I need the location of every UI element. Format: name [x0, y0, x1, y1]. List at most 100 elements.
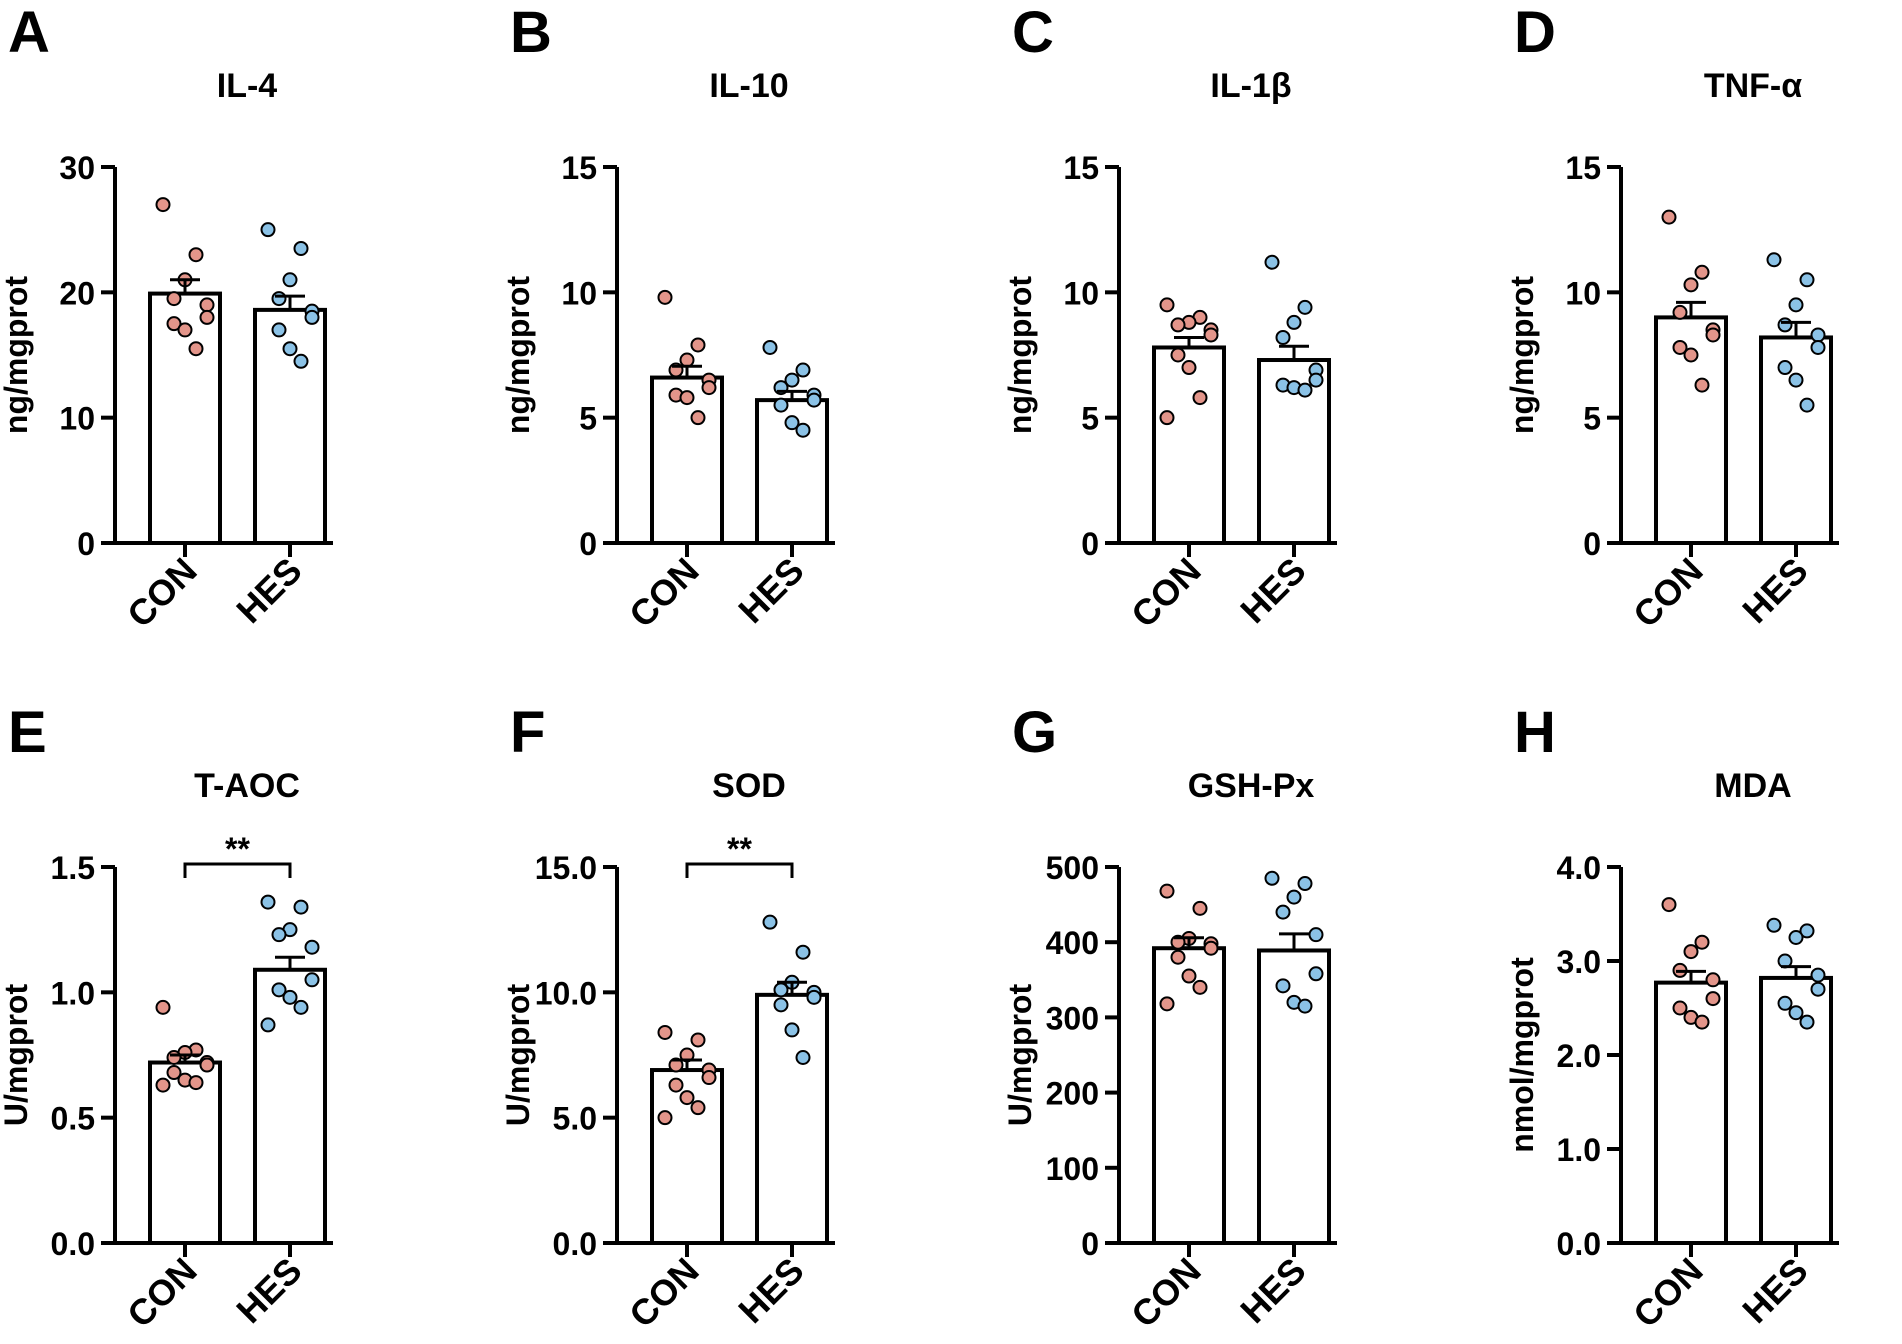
- data-point-hes: [293, 899, 309, 915]
- data-point-hes: [784, 372, 800, 388]
- significance-label: **: [225, 831, 250, 867]
- data-point-con: [1672, 339, 1688, 355]
- data-point-con: [1683, 944, 1699, 960]
- bar-con: [1152, 345, 1226, 546]
- data-point-con: [155, 197, 171, 213]
- data-point-con: [1170, 949, 1186, 965]
- y-tick-label: 500: [1046, 850, 1099, 886]
- x-tick-label: HES: [228, 550, 309, 631]
- panel-c: C IL-1β ng/mgprot 0 5 10 15 CON HES: [1002, 0, 1337, 635]
- y-tick-label: 0: [579, 526, 597, 562]
- data-point-hes: [1286, 314, 1302, 330]
- data-point-con: [679, 1090, 695, 1106]
- y-axis-label: ng/mgprot: [1504, 276, 1540, 435]
- data-point-hes: [1297, 998, 1313, 1014]
- data-point-hes: [304, 939, 320, 955]
- panel-letter: G: [1012, 700, 1057, 765]
- data-point-con: [1192, 390, 1208, 406]
- data-point-con: [701, 1070, 717, 1086]
- panel-letter: C: [1012, 0, 1054, 65]
- data-point-con: [1181, 968, 1197, 984]
- data-point-hes: [1799, 272, 1815, 288]
- data-point-con: [1694, 264, 1710, 280]
- y-tick-label: 1.0: [51, 975, 95, 1011]
- data-point-hes: [1275, 978, 1291, 994]
- data-point-hes: [773, 982, 789, 998]
- y-tick-label: 5: [1583, 401, 1601, 437]
- panel-h: H MDA nmol/mgprot 0.0 1.0 2.0 3.0 4.0 CON HES: [1504, 700, 1839, 1335]
- y-axis-label: U/mgprot: [500, 984, 536, 1127]
- data-point-con: [199, 297, 215, 313]
- data-point-con: [1672, 304, 1688, 320]
- x-tick-label: CON: [119, 550, 205, 636]
- y-tick-label: 20: [59, 275, 95, 311]
- y-tick-label: 0: [1583, 526, 1601, 562]
- chart-title: IL-4: [217, 67, 278, 105]
- data-point-hes: [1799, 923, 1815, 939]
- x-tick-label: HES: [1734, 1250, 1815, 1331]
- y-tick-label: 200: [1046, 1076, 1099, 1112]
- data-point-hes: [1275, 329, 1291, 345]
- data-point-con: [166, 316, 182, 332]
- y-tick-label: 5.0: [553, 1101, 597, 1137]
- y-tick-label: 10.0: [535, 975, 597, 1011]
- data-point-con: [1694, 377, 1710, 393]
- panel-letter: B: [510, 0, 552, 65]
- y-tick-label: 10: [59, 401, 95, 437]
- data-point-con: [701, 380, 717, 396]
- chart-title: MDA: [1714, 767, 1791, 805]
- data-point-hes: [1777, 995, 1793, 1011]
- data-point-con: [188, 1075, 204, 1091]
- y-tick-label: 0: [1081, 1226, 1099, 1262]
- data-point-hes: [762, 914, 778, 930]
- y-tick-label: 0: [1081, 526, 1099, 562]
- chart-title: T-AOC: [194, 767, 300, 805]
- data-point-hes: [260, 894, 276, 910]
- y-axis-label: ng/mgprot: [0, 276, 34, 435]
- x-tick-label: CON: [1625, 1250, 1711, 1336]
- x-tick-label: HES: [730, 550, 811, 631]
- data-point-hes: [1810, 339, 1826, 355]
- data-point-con: [155, 999, 171, 1015]
- data-point-hes: [293, 999, 309, 1015]
- data-point-hes: [1810, 981, 1826, 997]
- data-point-hes: [1275, 904, 1291, 920]
- data-point-hes: [773, 997, 789, 1013]
- y-axis-label: nmol/mgprot: [1504, 957, 1540, 1153]
- x-tick-label: HES: [1232, 550, 1313, 631]
- data-point-hes: [260, 1017, 276, 1033]
- y-tick-label: 3.0: [1557, 944, 1601, 980]
- bar-con: [1654, 980, 1728, 1245]
- y-tick-label: 400: [1046, 925, 1099, 961]
- data-point-hes: [1788, 297, 1804, 313]
- data-point-con: [1159, 410, 1175, 426]
- data-point-hes: [282, 989, 298, 1005]
- x-tick-label: CON: [1123, 1250, 1209, 1336]
- data-point-hes: [293, 240, 309, 256]
- data-point-con: [679, 390, 695, 406]
- data-point-hes: [1264, 254, 1280, 270]
- data-point-con: [657, 289, 673, 305]
- data-point-hes: [1810, 967, 1826, 983]
- panel-g: G GSH-Px U/mgprot 0 100 200 300 400 500 CON HES: [1002, 700, 1337, 1335]
- y-axis-label: ng/mgprot: [500, 276, 536, 435]
- data-point-hes: [1777, 317, 1793, 333]
- y-tick-label: 15: [1063, 150, 1099, 186]
- panel-b: B IL-10 ng/mgprot 0 5 10 15 CON HES: [500, 0, 835, 635]
- y-tick-label: 100: [1046, 1151, 1099, 1187]
- data-point-hes: [784, 415, 800, 431]
- data-point-con: [679, 352, 695, 368]
- data-point-con: [1203, 940, 1219, 956]
- y-tick-label: 2.0: [1557, 1038, 1601, 1074]
- data-point-con: [690, 410, 706, 426]
- data-point-hes: [304, 309, 320, 325]
- data-point-con: [1705, 972, 1721, 988]
- data-point-con: [690, 1100, 706, 1116]
- bar-con: [1152, 946, 1226, 1245]
- y-tick-label: 10: [1063, 275, 1099, 311]
- data-point-hes: [795, 944, 811, 960]
- data-point-hes: [1308, 966, 1324, 982]
- data-point-con: [690, 337, 706, 353]
- data-point-con: [1159, 297, 1175, 313]
